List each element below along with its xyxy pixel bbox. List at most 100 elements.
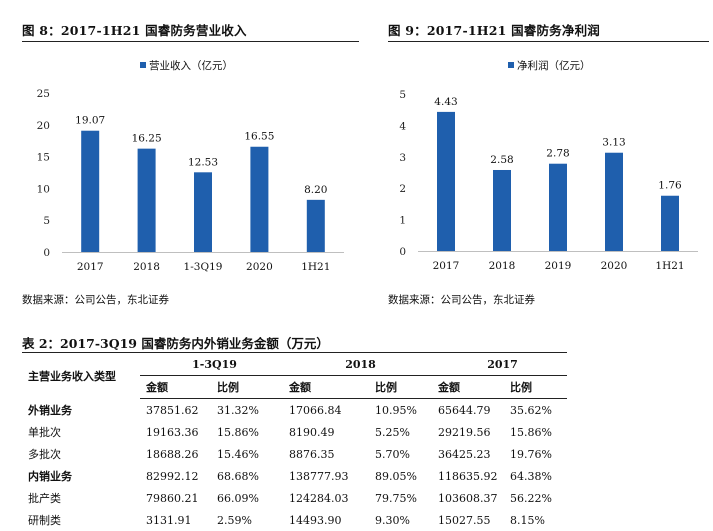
table-row: 研制类 3131.91 2.59% 14493.90 9.30% 15027.5… — [22, 509, 567, 531]
table-cell: 68.68% — [217, 469, 259, 483]
table-cell: 17066.84 — [289, 403, 342, 417]
data-label: 4.43 — [434, 96, 457, 108]
x-tick-label: 2017 — [433, 260, 460, 272]
row-label: 研制类 — [28, 514, 61, 527]
column-header: 比例 — [504, 375, 567, 399]
table-cell: 19163.36 — [146, 425, 199, 439]
data-label: 19.07 — [75, 115, 105, 127]
table-cell: 8190.49 — [289, 425, 335, 439]
row-header: 主营业务收入类型 — [28, 369, 116, 383]
table-cell: 29219.56 — [438, 425, 491, 439]
x-tick-label: 2020 — [246, 261, 273, 273]
row-label: 批产类 — [28, 492, 61, 505]
column-header: 金额 — [140, 375, 211, 399]
table-cell: 15027.55 — [438, 513, 491, 527]
table-cell: 138777.93 — [289, 469, 349, 483]
column-header: 金额 — [283, 375, 369, 399]
table-cell: 5.70% — [375, 447, 410, 461]
row-label: 内销业务 — [28, 470, 72, 483]
data-label: 16.25 — [132, 133, 162, 145]
x-tick-label: 2019 — [545, 260, 572, 272]
revenue-bar-chart: 营业收入（亿元） 0 5 10 15 20 25 19.07 2017 16.25 2018 12.5… — [37, 59, 344, 273]
table-cell: 14493.90 — [289, 513, 342, 527]
data-label: 8.20 — [304, 184, 327, 196]
data-label: 12.53 — [188, 156, 218, 168]
row-label: 单批次 — [28, 426, 61, 439]
table-row: 内销业务 82992.12 68.68% 138777.93 89.05% 11… — [22, 465, 567, 487]
table-cell: 65644.79 — [438, 403, 491, 417]
y-tick-label: 10 — [37, 183, 50, 195]
data-label: 3.13 — [602, 137, 625, 149]
legend-swatch — [140, 62, 146, 68]
y-tick-label: 1 — [399, 215, 406, 227]
column-header: 比例 — [211, 375, 283, 399]
x-tick-label: 1-3Q19 — [184, 261, 223, 273]
x-tick-label: 2017 — [77, 261, 104, 273]
table-cell: 15.86% — [510, 425, 552, 439]
table-cell: 31.32% — [217, 403, 259, 417]
bar — [137, 148, 156, 252]
y-tick-label: 3 — [399, 152, 406, 164]
x-tick-label: 2020 — [601, 260, 628, 272]
table-cell: 2.59% — [217, 513, 252, 527]
table-title: 表 2：2017-3Q19 国睿防务内外销业务金额（万元） — [22, 336, 329, 351]
data-label: 16.55 — [244, 131, 274, 143]
group-header: 2017 — [432, 352, 567, 376]
table-cell: 15.46% — [217, 447, 259, 461]
table-row: 批产类 79860.21 66.09% 124284.03 79.75% 103… — [22, 487, 567, 509]
table-cell: 8876.35 — [289, 447, 335, 461]
data-label: 1.76 — [658, 180, 682, 192]
table-cell: 56.22% — [510, 491, 552, 505]
title-rule — [22, 41, 359, 42]
x-tick-label: 2018 — [133, 261, 160, 273]
data-label: 2.78 — [546, 148, 569, 160]
bar — [81, 130, 100, 252]
y-tick-label: 0 — [43, 247, 50, 259]
chart-title-net-profit: 图 9：2017-1H21 国睿防务净利润 — [388, 23, 600, 38]
column-header: 比例 — [369, 375, 432, 399]
table-cell: 64.38% — [510, 469, 552, 483]
legend-label: 营业收入（亿元） — [149, 59, 233, 72]
group-header: 2018 — [283, 352, 432, 376]
row-label: 多批次 — [28, 448, 61, 461]
y-tick-label: 20 — [37, 120, 50, 132]
data-label: 2.58 — [490, 154, 513, 166]
legend-swatch — [508, 62, 514, 68]
bar — [493, 169, 511, 251]
column-header: 金额 — [432, 375, 504, 399]
table-row: 单批次 19163.36 15.86% 8190.49 5.25% 29219.… — [22, 421, 567, 443]
table-cell: 118635.92 — [438, 469, 498, 483]
x-tick-label: 1H21 — [301, 261, 330, 273]
table-cell: 66.09% — [217, 491, 259, 505]
table-cell: 8.15% — [510, 513, 545, 527]
x-tick-label: 1H21 — [655, 260, 684, 272]
y-tick-label: 0 — [399, 246, 406, 258]
y-tick-label: 25 — [37, 88, 50, 100]
chart-source-net-profit: 数据来源：公司公告，东北证券 — [388, 294, 535, 306]
group-header: 1-3Q19 — [140, 352, 283, 376]
table-cell: 79.75% — [375, 491, 417, 505]
table-row: 外销业务 37851.62 31.32% 17066.84 10.95% 656… — [22, 399, 567, 422]
net-profit-bar-chart: 净利润（亿元） 0 1 2 3 4 5 4.43 2017 2.58 2018 2.78 2019 3.1… — [399, 59, 698, 272]
row-label: 外销业务 — [28, 403, 72, 417]
y-tick-label: 15 — [37, 152, 50, 164]
table-cell: 10.95% — [375, 403, 417, 417]
chart-title-revenue: 图 8：2017-1H21 国睿防务营业收入 — [22, 23, 247, 38]
table-row: 多批次 18688.26 15.46% 8876.35 5.70% 36425.… — [22, 443, 567, 465]
bar — [437, 111, 455, 251]
table-cell: 18688.26 — [146, 447, 199, 461]
y-tick-label: 5 — [399, 89, 406, 101]
y-tick-label: 4 — [399, 120, 406, 132]
bar — [250, 146, 269, 252]
table-cell: 36425.23 — [438, 447, 491, 461]
y-tick-label: 2 — [399, 183, 406, 195]
table-cell: 82992.12 — [146, 469, 199, 483]
bar — [661, 195, 679, 251]
bar — [605, 152, 623, 251]
table-cell: 9.30% — [375, 513, 410, 527]
bar — [549, 163, 567, 251]
bar — [306, 199, 325, 252]
chart-source-revenue: 数据来源：公司公告，东北证券 — [22, 294, 169, 306]
legend-label: 净利润（亿元） — [517, 59, 591, 72]
y-tick-label: 5 — [43, 215, 50, 227]
